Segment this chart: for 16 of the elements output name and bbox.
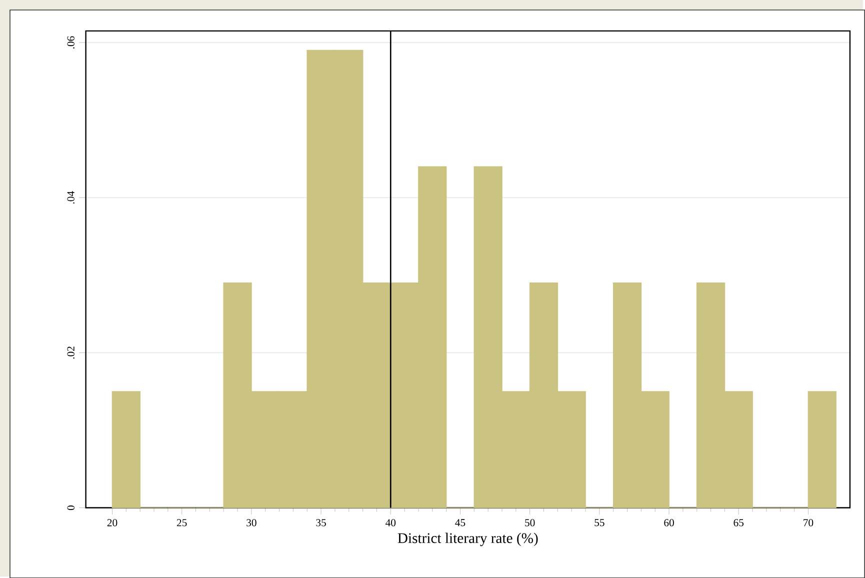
- x-tick-label: 35: [316, 518, 326, 526]
- x-tick-label: 65: [734, 518, 744, 526]
- y-tick-label: .02: [67, 346, 74, 358]
- x-tick-label: 40: [386, 518, 396, 526]
- x-tick-label: 45: [455, 518, 466, 526]
- x-tick-label: 20: [107, 518, 118, 526]
- y-tick-label: 0: [67, 505, 74, 510]
- x-tick-label: 70: [804, 518, 814, 526]
- x-tick-label: 55: [594, 518, 604, 526]
- y-tick-label: .06: [67, 36, 74, 48]
- y-tick-label: .04: [67, 190, 74, 204]
- x-axis-title: District literary rate (%): [398, 532, 538, 546]
- x-tick-label: 50: [525, 518, 535, 526]
- x-tick-label: 60: [664, 518, 674, 526]
- x-tick-label: 25: [176, 518, 187, 526]
- x-tick-label: 30: [246, 518, 256, 526]
